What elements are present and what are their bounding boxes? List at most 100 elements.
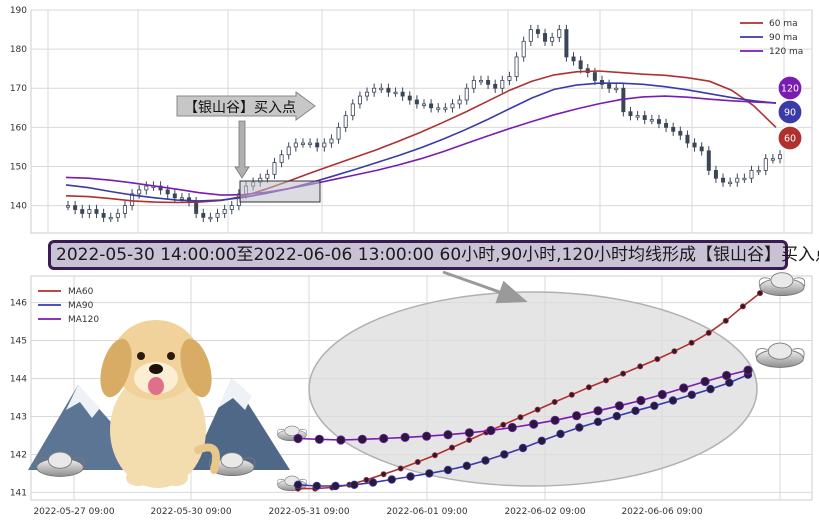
bottom-point-MA120 bbox=[593, 406, 603, 416]
candle-body bbox=[194, 201, 199, 214]
buy-signal-banner: 2022-05-30 14:00:00至2022-06-06 13:00:00 … bbox=[48, 240, 819, 270]
candle-body bbox=[678, 130, 683, 136]
buy-signal-banner-text: 2022-05-30 14:00:00至2022-06-06 13:00:00 … bbox=[56, 245, 819, 265]
candle-body bbox=[158, 185, 163, 191]
dog-paw-right bbox=[164, 470, 188, 486]
candle-body bbox=[706, 150, 711, 171]
candle-body bbox=[600, 80, 605, 85]
candle-body bbox=[770, 158, 775, 161]
bottom-point-MA120 bbox=[379, 433, 389, 444]
bottom-point-MA120 bbox=[293, 433, 303, 444]
candle-body bbox=[778, 154, 783, 160]
ingot-rim bbox=[35, 457, 85, 468]
bottom-point-MA90 bbox=[631, 406, 640, 415]
bottom-point-MA120 bbox=[636, 395, 646, 406]
silver-ingot-icon bbox=[208, 452, 256, 477]
pointer-arrow bbox=[442, 270, 528, 304]
candle-body bbox=[614, 87, 619, 91]
candle-body bbox=[500, 80, 505, 89]
candle-body bbox=[763, 158, 768, 171]
candle-body bbox=[628, 111, 633, 117]
candle-body bbox=[742, 177, 747, 181]
bottom-point-MA120 bbox=[507, 422, 517, 433]
candle-body bbox=[471, 80, 476, 89]
candle-body bbox=[286, 146, 291, 156]
dog-ear-right bbox=[180, 338, 212, 398]
candle-body bbox=[350, 103, 355, 117]
bottom-point-MA90 bbox=[312, 481, 321, 491]
signal-highlight-box bbox=[239, 180, 321, 203]
candle-body bbox=[222, 209, 227, 214]
candle-body bbox=[664, 123, 669, 128]
candle-body bbox=[507, 76, 512, 81]
candle-body bbox=[300, 142, 305, 145]
candle-body bbox=[407, 95, 412, 101]
bottom-y-tick-label: 144 bbox=[10, 375, 27, 385]
bottom-point-MA90 bbox=[500, 450, 509, 459]
candle-body bbox=[564, 29, 569, 58]
candle-body bbox=[443, 107, 448, 110]
ingot-top bbox=[767, 342, 793, 360]
candle-body bbox=[400, 91, 405, 97]
dog-head bbox=[112, 320, 200, 400]
bottom-point-MA120 bbox=[529, 419, 539, 429]
ingot-top bbox=[220, 452, 244, 469]
bottom-point-MA90 bbox=[537, 436, 546, 445]
bottom-point-MA90 bbox=[575, 423, 584, 432]
candle-body bbox=[721, 177, 726, 183]
silver-ingot-icon bbox=[35, 451, 85, 477]
bottom-y-tick-label: 141 bbox=[10, 488, 27, 498]
bottom-point-MA60 bbox=[603, 377, 610, 384]
bottom-point-MA120 bbox=[571, 411, 582, 421]
bottom-point-MA120 bbox=[421, 431, 432, 441]
candle-body bbox=[343, 115, 348, 128]
bottom-point-MA90 bbox=[668, 396, 678, 405]
bottom-point-MA90 bbox=[368, 478, 378, 487]
candle-body bbox=[642, 115, 647, 120]
bottom-point-MA90 bbox=[462, 461, 471, 470]
bottom-x-tick-label: 2022-06-01 09:00 bbox=[386, 507, 467, 517]
candle-body bbox=[592, 72, 597, 81]
bottom-point-MA90 bbox=[650, 401, 659, 410]
candle-body bbox=[486, 80, 491, 85]
candle-body bbox=[713, 170, 718, 179]
badge-ma90-label: 90 bbox=[784, 108, 796, 119]
bottom-point-MA120 bbox=[486, 425, 496, 436]
candle-body bbox=[87, 209, 92, 214]
candle-body bbox=[749, 170, 754, 179]
candle-body bbox=[165, 189, 170, 195]
golden-retriever-dog-illustration bbox=[100, 320, 220, 488]
top-y-tick-label: 150 bbox=[10, 162, 27, 172]
top-chart-frame bbox=[30, 9, 813, 234]
candle-body bbox=[692, 142, 697, 148]
bottom-point-MA60 bbox=[448, 444, 455, 451]
silver-ingot-icon bbox=[758, 272, 806, 297]
bottom-point-MA120 bbox=[679, 383, 689, 393]
bottom-point-MA60 bbox=[534, 406, 541, 413]
bottom-x-tick-label: 2022-06-02 09:00 bbox=[504, 507, 585, 517]
bottom-point-MA90 bbox=[443, 465, 453, 475]
candle-body bbox=[372, 87, 377, 93]
candle-body bbox=[557, 29, 562, 38]
candle-body bbox=[108, 216, 113, 220]
bottom-point-MA60 bbox=[637, 363, 644, 370]
bottom-point-MA120 bbox=[357, 434, 367, 444]
bottom-point-MA90 bbox=[425, 469, 434, 478]
bottom-point-MA90 bbox=[387, 475, 396, 484]
dog-eye-right bbox=[167, 352, 175, 360]
bottom-point-MA90 bbox=[406, 472, 415, 481]
top-y-tick-label: 170 bbox=[10, 84, 27, 94]
bottom-y-tick-label: 142 bbox=[10, 450, 27, 460]
candle-body bbox=[94, 209, 99, 214]
bottom-point-MA60 bbox=[466, 436, 473, 443]
candle-body bbox=[635, 115, 640, 118]
bottom-point-MA90 bbox=[331, 481, 340, 491]
candle-body bbox=[66, 205, 71, 208]
candle-body bbox=[656, 119, 661, 124]
bottom-point-MA120 bbox=[657, 389, 667, 400]
candle-body bbox=[386, 87, 391, 93]
candle-body bbox=[421, 103, 426, 106]
candle-body bbox=[315, 142, 320, 148]
bottom-legend-label: MA120 bbox=[68, 315, 99, 325]
